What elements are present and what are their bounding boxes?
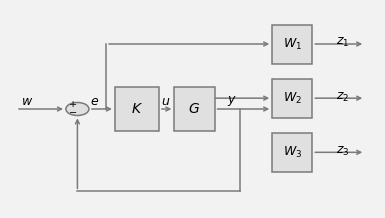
Text: $w$: $w$	[22, 95, 33, 108]
Text: $W_1$: $W_1$	[283, 36, 302, 52]
Bar	[174, 87, 214, 131]
Text: $y$: $y$	[227, 94, 237, 108]
Text: $e$: $e$	[90, 95, 99, 108]
Text: $W_3$: $W_3$	[283, 145, 302, 160]
Text: −: −	[69, 109, 77, 118]
Bar	[272, 79, 312, 118]
Bar	[272, 24, 312, 63]
Text: $z_3$: $z_3$	[336, 145, 350, 158]
Circle shape	[66, 102, 89, 116]
Text: $z_1$: $z_1$	[336, 36, 350, 49]
Bar	[115, 87, 159, 131]
Text: $K$: $K$	[131, 102, 143, 116]
Text: $W_2$: $W_2$	[283, 91, 302, 106]
Text: $u$: $u$	[161, 95, 171, 108]
Bar	[272, 133, 312, 172]
Text: $z_2$: $z_2$	[336, 90, 350, 104]
Text: $G$: $G$	[188, 102, 201, 116]
Text: +: +	[69, 100, 77, 109]
